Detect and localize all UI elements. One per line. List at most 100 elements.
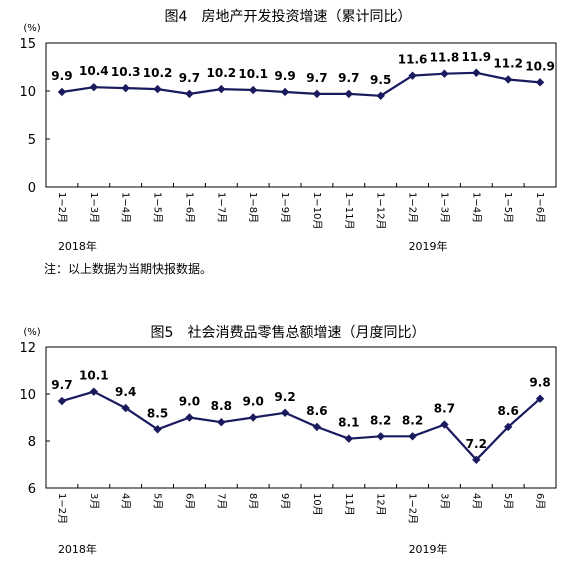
chart2-category-label: 6月: [183, 493, 195, 509]
chart1-value-label: 9.9: [274, 69, 295, 83]
chart1-category-label: 1−11月: [343, 192, 355, 229]
chart2-value-label: 8.6: [306, 404, 327, 418]
chart2-category-label: 7月: [215, 493, 227, 509]
chart1-value-label: 9.7: [338, 71, 359, 85]
chart1-svg: (%) 0 5 10 15 1−2月 1−3月 1−4月 1−5月 1−6月 1−7月 1−8月 1−9…: [19, 23, 557, 253]
chart1-ytick-label: 5: [28, 133, 36, 148]
chart2-year-label: 2019年: [409, 542, 448, 556]
chart2-category-label: 6月: [534, 493, 546, 509]
chart1-point: [217, 84, 226, 94]
chart1-point: [472, 68, 481, 77]
chart2-series-line: [61, 390, 541, 461]
chart1-category-label: 1−2月: [56, 192, 68, 223]
chart2-value-label: 8.1: [338, 416, 359, 430]
chart2-ytick-label: 10: [19, 388, 36, 403]
chart2-point: [217, 418, 226, 427]
chart1-point: [503, 75, 513, 84]
chart2-category-label: 10月: [311, 493, 323, 516]
chart1-category-label: 1−3月: [438, 192, 450, 223]
chart2-value-label: 7.2: [466, 437, 487, 451]
chart1-category-label: 1−9月: [279, 192, 291, 223]
chart2-unit-label: (%): [23, 327, 40, 338]
chart2-ytick-label: 12: [19, 341, 36, 356]
chart1-point: [248, 85, 258, 95]
chart2-year-label: 2018年: [58, 542, 97, 556]
chart1-title: 图4 房地产开发投资增速（累计同比）: [164, 9, 412, 25]
chart2-category-label: 11月: [343, 493, 355, 516]
chart2-category-label: 12月: [375, 493, 387, 516]
chart2-value-label: 8.5: [147, 406, 168, 420]
chart1-point: [121, 83, 130, 93]
chart1-value-label: 11.9: [462, 50, 492, 64]
chart1-category-label: 1−6月: [183, 192, 195, 223]
chart1-value-label: 10.4: [79, 64, 109, 78]
chart1-category-label: 1−8月: [247, 192, 259, 223]
chart2-ytick-label: 8: [28, 435, 36, 450]
chart2-point: [185, 413, 194, 422]
chart2-point: [472, 455, 481, 464]
chart2-point: [312, 422, 322, 432]
chart1-value-label: 9.5: [370, 73, 391, 87]
chart1-value-label: 10.2: [143, 66, 173, 80]
chart1-ytick-label: 0: [28, 181, 36, 196]
chart1-point: [535, 78, 545, 87]
chart2-category-label: 5月: [502, 493, 514, 509]
chart1-point: [344, 89, 354, 99]
chart1-category-label: 1−4月: [120, 192, 132, 223]
chart1-value-label: 10.3: [111, 65, 141, 79]
chart2-category-label: 3月: [438, 493, 450, 509]
chart1-category-label: 1−5月: [152, 192, 164, 223]
chart1-category-label: 1−6月: [534, 192, 546, 223]
chart2-point: [121, 403, 130, 413]
chart2-value-label: 8.2: [370, 413, 391, 427]
chart2-value-label: 8.6: [498, 404, 519, 418]
chart2-value-label: 8.7: [434, 402, 455, 416]
chart2-value-label: 9.0: [179, 395, 200, 409]
chart1-unit-label: (%): [23, 23, 40, 34]
chart1-category-label: 1−4月: [470, 192, 482, 223]
chart1-value-label: 11.6: [398, 53, 428, 67]
chart1-category-label: 1−7月: [215, 192, 227, 223]
chart1-category-label: 1−2月: [407, 192, 419, 223]
chart1-category-label: 1−10月: [311, 192, 323, 229]
chart2-value-label: 10.1: [79, 369, 109, 383]
chart1-value-label: 9.7: [306, 71, 327, 85]
chart1-value-label: 10.1: [238, 67, 268, 81]
chart2-point: [57, 396, 67, 406]
chart2-category-label: 4月: [120, 493, 132, 509]
chart2-title: 图5 社会消费品零售总额增速（月度同比）: [150, 325, 426, 341]
chart1-series-line: [61, 71, 541, 97]
chart2-value-label: 9.0: [243, 395, 264, 409]
chart2-point: [89, 387, 99, 396]
chart2-category-label: 3月: [88, 493, 100, 509]
chart2-plot-frame: [45, 346, 557, 489]
chart2-point: [376, 432, 385, 441]
chart2-value-label: 9.7: [51, 378, 72, 392]
chart2-value-label: 8.2: [402, 413, 423, 427]
chart1-point: [89, 82, 99, 92]
chart1-point: [408, 71, 417, 80]
chart2-value-label: 8.8: [211, 399, 232, 413]
chart1-category-label: 1−3月: [88, 192, 100, 223]
chart2-point: [344, 434, 354, 443]
chart1-ytick-label: 15: [19, 37, 36, 52]
chart1-value-label: 10.2: [207, 66, 237, 80]
chart1-value-label: 10.9: [525, 59, 555, 73]
chart1-point: [57, 87, 67, 97]
chart2-point: [153, 425, 162, 434]
chart1-point: [376, 91, 385, 100]
chart2-category-label: 8月: [247, 493, 259, 509]
chart1-point: [153, 84, 162, 94]
chart2-point: [535, 394, 545, 403]
chart1-value-label: 11.8: [430, 51, 460, 65]
chart1-ytick-label: 10: [19, 85, 36, 100]
chart2-point: [248, 413, 258, 422]
chart2-category-label: 1−2月: [56, 493, 68, 524]
chart2-ytick-label: 6: [28, 482, 36, 497]
chart2-value-label: 9.4: [115, 385, 136, 399]
chart1-point: [185, 89, 194, 99]
chart1-point: [312, 89, 322, 99]
chart1-year-label: 2019年: [409, 239, 448, 253]
chart2-value-label: 9.2: [274, 390, 295, 404]
chart2-value-label: 9.8: [529, 376, 550, 390]
